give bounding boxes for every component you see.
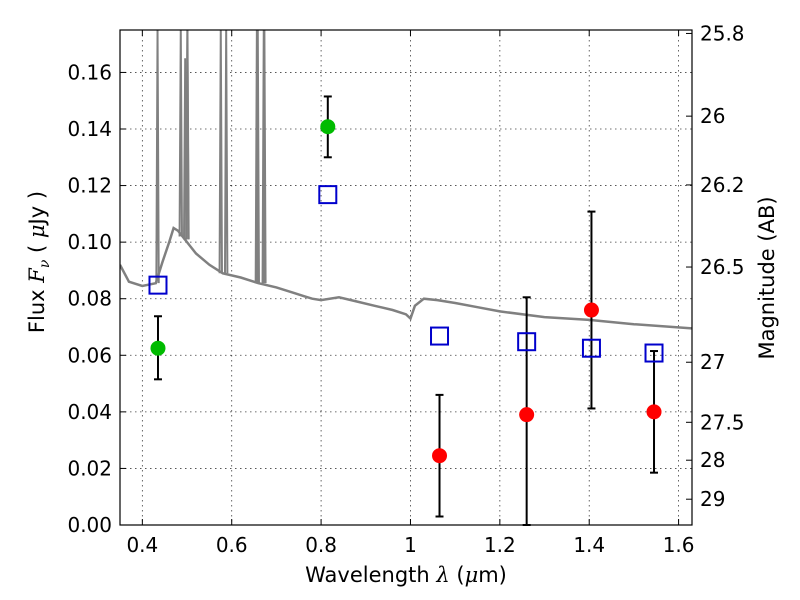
y-tick-label: 0.16 (67, 60, 112, 84)
y-tick-label: 0.08 (67, 287, 112, 311)
x-tick-label: 0.6 (216, 533, 248, 557)
y-tick-label: 0.04 (67, 400, 112, 424)
model-emission-line (155, 30, 160, 284)
data-point (150, 340, 166, 356)
model-emission-line (185, 30, 190, 240)
data-point (646, 404, 662, 420)
y-tick-label: 0.02 (67, 456, 112, 480)
plot-frame (119, 29, 693, 526)
tick-labels: 0.4 0.6 0.8 1 1.2 1.4 1.6 0.00 0.02 0.04 0.06 0.08 0… (67, 21, 744, 557)
model-photometry-point (318, 185, 338, 205)
model-emission-line (178, 30, 183, 237)
data-point (519, 407, 535, 423)
y2-tick-label: 27.5 (700, 410, 745, 434)
x-tick-label: 1.2 (484, 533, 516, 557)
y-axis-label: Flux Fν ( μJy ) (25, 191, 53, 333)
model-emission-line (262, 30, 267, 284)
x-tick-label: 1.4 (573, 533, 605, 557)
y-tick-label: 0.14 (67, 117, 112, 141)
y2-tick-label: 26.2 (700, 173, 745, 197)
axes (119, 29, 693, 526)
model-photometry-point (517, 332, 537, 352)
y-tick-label: 0.06 (67, 343, 112, 367)
model-emission-line (218, 30, 223, 274)
y2-tick-label: 29 (700, 487, 725, 511)
y-tick-label: 0.00 (67, 513, 112, 537)
model-spectrum (120, 30, 692, 330)
data-point (432, 448, 448, 464)
x-tick-label: 1 (404, 533, 417, 557)
x-tick-label: 1.6 (663, 533, 695, 557)
data-points (148, 119, 664, 464)
model-continuum (120, 226, 692, 330)
y-tick-label: 0.10 (67, 230, 112, 254)
y2-tick-label: 26 (700, 104, 725, 128)
model-photometry-point (644, 343, 664, 363)
model-photometry-point (148, 275, 168, 295)
y2-tick-label: 27 (700, 350, 725, 374)
model-photometry-point (581, 338, 601, 358)
data-point (583, 302, 599, 318)
model-emission-line (223, 30, 229, 274)
model-emission-line (255, 30, 260, 284)
y2-tick-label: 25.8 (700, 21, 745, 45)
y2-axis-label: Magnitude (AB) (755, 196, 779, 359)
model-photometry-point (430, 326, 450, 346)
y2-tick-label: 28 (700, 448, 725, 472)
x-tick-label: 0.4 (126, 533, 158, 557)
y-tick-label: 0.12 (67, 174, 112, 198)
data-point (320, 119, 336, 135)
x-axis-label: Wavelength λ (μm) (305, 563, 507, 587)
y2-tick-label: 26.5 (700, 255, 745, 279)
x-tick-label: 0.8 (305, 533, 337, 557)
